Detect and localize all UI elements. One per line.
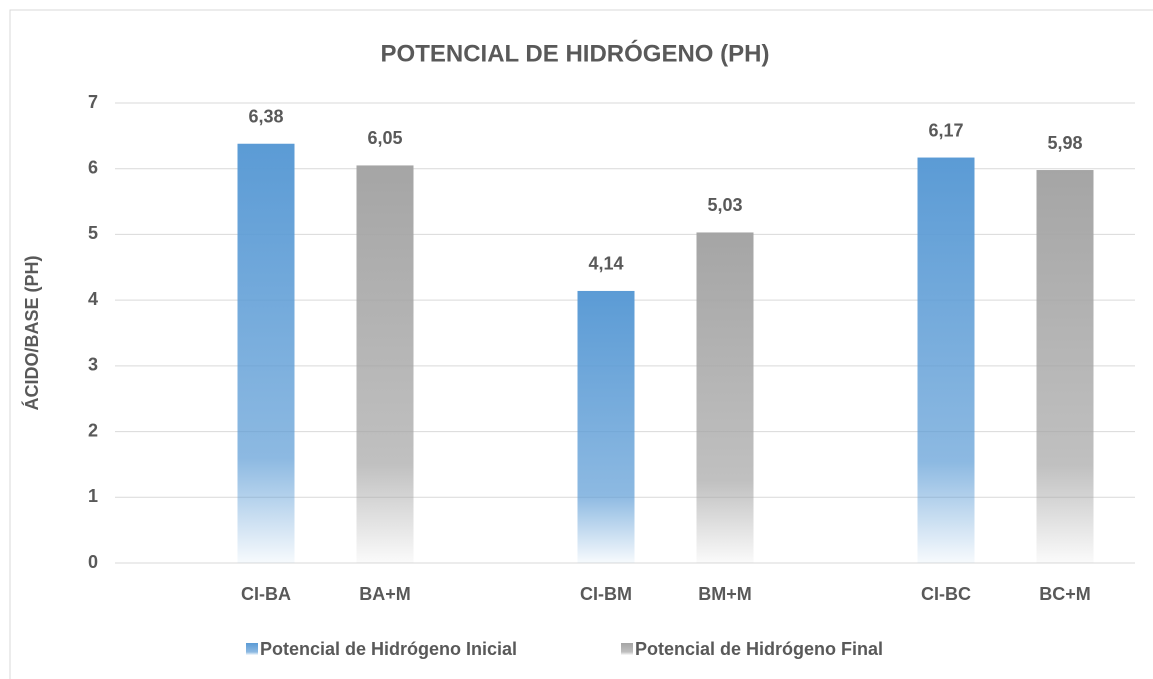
y-tick-label: 0 (88, 552, 98, 572)
bar (577, 290, 635, 563)
y-tick-label: 6 (88, 157, 98, 177)
x-tick-label: BA+M (359, 584, 411, 604)
y-tick-label: 4 (88, 289, 98, 309)
chart-title: POTENCIAL DE HIDRÓGENO (PH) (381, 39, 770, 67)
y-tick-label: 5 (88, 223, 98, 243)
bar (1036, 170, 1094, 563)
bar (917, 157, 975, 564)
bar (696, 232, 754, 563)
x-tick-label: BC+M (1039, 584, 1091, 604)
legend-label: Potencial de Hidrógeno Inicial (260, 639, 517, 659)
y-tick-label: 1 (88, 486, 98, 506)
y-tick-label: 7 (88, 92, 98, 112)
legend-swatch (246, 643, 258, 655)
value-label: 5,98 (1047, 133, 1082, 153)
frame (9, 9, 1153, 679)
y-tick-label: 2 (88, 420, 98, 440)
value-label: 6,05 (367, 128, 402, 148)
legend-swatch (621, 643, 633, 655)
x-tick-label: CI-BC (921, 584, 971, 604)
value-label: 4,14 (588, 254, 623, 274)
y-axis-label: ÁCIDO/BASE (PH) (21, 255, 42, 410)
y-tick-label: 3 (88, 355, 98, 375)
value-label: 6,17 (928, 120, 963, 140)
x-tick-label: CI-BM (580, 584, 632, 604)
value-label: 6,38 (248, 106, 283, 126)
x-tick-label: BM+M (698, 584, 752, 604)
bar (237, 143, 295, 563)
legend-label: Potencial de Hidrógeno Final (635, 639, 883, 659)
x-tick-label: CI-BA (241, 584, 291, 604)
value-label: 5,03 (707, 195, 742, 215)
bar (356, 165, 414, 563)
